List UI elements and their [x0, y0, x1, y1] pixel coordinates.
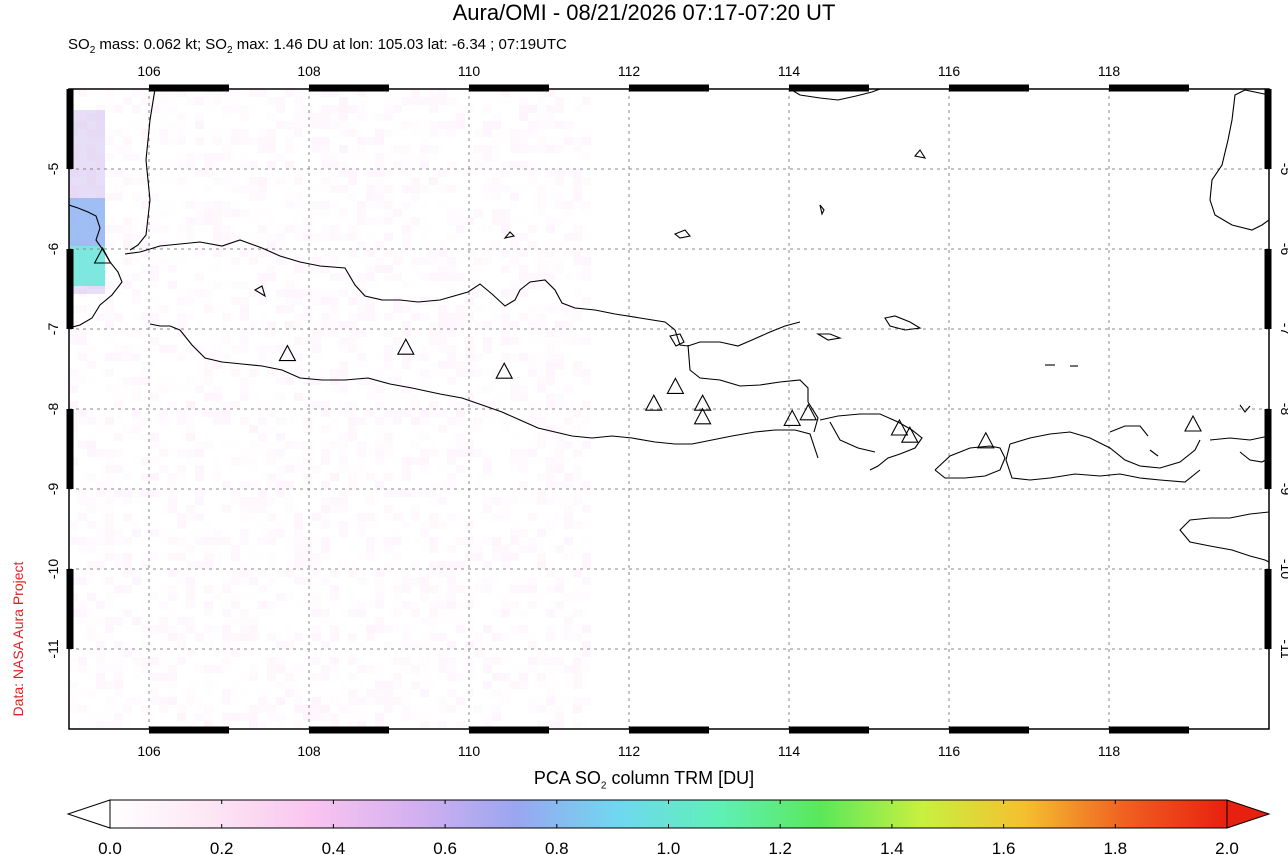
lat-tick-label-left: -8 [45, 403, 61, 416]
triangle-icon [1184, 414, 1202, 432]
border-segment [1109, 726, 1189, 734]
colorbar-tick-label: 1.2 [768, 839, 792, 855]
lon-tick-label-bottom: 112 [618, 743, 641, 759]
border-segment [949, 726, 1029, 734]
so2-field [69, 89, 591, 729]
lon-tick-label-top: 116 [938, 63, 961, 79]
border-segment [309, 726, 389, 734]
axis-tick-labels: 106 106 108 108 110 110 112 112 114 114 116 116 118 1… [45, 63, 1288, 759]
colorbar-tick-label: 0.6 [433, 839, 457, 855]
border-segment [1264, 249, 1272, 329]
gridlines [69, 89, 1269, 729]
colorbar-body [109, 799, 1228, 829]
border-segment [949, 84, 1029, 92]
lon-tick-label-bottom: 106 [137, 743, 161, 759]
volcano-markers [93, 246, 1202, 449]
border-segment [1264, 409, 1272, 489]
border-segment [309, 84, 389, 92]
colorbar-tick-label: 1.4 [880, 839, 904, 855]
lon-tick-label-bottom: 116 [938, 743, 961, 759]
border-segment [66, 89, 74, 169]
border-segment [629, 726, 709, 734]
border-segment [629, 84, 709, 92]
colorbar-tick-label: 1.6 [992, 839, 1016, 855]
border-segment [1264, 569, 1272, 649]
colorbar-tick-label: 1.8 [1103, 839, 1127, 855]
lat-tick-label-left: -11 [45, 639, 61, 658]
lat-tick-label-left: -5 [45, 163, 61, 176]
colorbar-title: PCA SO2 column TRM [DU] [533, 768, 755, 792]
lon-tick-label-top: 114 [778, 63, 801, 79]
lon-tick-label-bottom: 118 [1098, 743, 1121, 759]
lon-tick-label-top: 106 [137, 63, 161, 79]
border-segment [789, 84, 869, 92]
triangle-icon [93, 246, 112, 264]
lon-tick-label-top: 112 [618, 63, 641, 79]
border-segment [469, 726, 549, 734]
lon-tick-label-bottom: 114 [778, 743, 801, 759]
triangle-icon [666, 377, 685, 394]
lat-tick-label-right: -10 [1278, 559, 1288, 579]
border-segment [149, 84, 229, 92]
colorbar-ticks: 0.0 0.2 0.4 0.6 0.8 1.0 1.2 1.4 1.6 1.8 2.0 [98, 800, 1239, 855]
lat-tick-label-right: -5 [1278, 163, 1288, 176]
lat-tick-label-right: -9 [1278, 483, 1288, 496]
colorbar-tick-label: 0.8 [545, 839, 569, 855]
border-segment [469, 84, 549, 92]
lon-tick-label-top: 108 [297, 63, 321, 79]
colorbar-right-arrow [1226, 799, 1271, 829]
border-segment [149, 726, 229, 734]
lat-tick-label-right: -11 [1278, 639, 1288, 658]
lat-tick-label-left: -9 [45, 483, 61, 496]
lon-tick-label-bottom: 108 [297, 743, 321, 759]
triangle-icon [799, 403, 818, 421]
border-segment [1264, 89, 1272, 169]
triangle-icon [783, 409, 802, 426]
triangle-icon [644, 394, 663, 411]
map-subtitle: SO2 mass: 0.062 kt; SO2 max: 1.46 DU at … [68, 36, 567, 56]
border-segment [66, 409, 74, 489]
lon-tick-label-top: 110 [458, 63, 481, 79]
triangle-icon [495, 362, 514, 379]
colorbar-tick-label: 0.0 [98, 839, 122, 855]
lat-tick-label-left: -6 [45, 243, 61, 256]
coastlines [69, 89, 1269, 563]
border-segment [789, 726, 869, 734]
triangle-icon [890, 418, 909, 436]
border-segment [66, 249, 74, 329]
map-border-scale [66, 84, 1272, 734]
triangle-icon [278, 344, 297, 362]
lon-tick-label-top: 118 [1098, 63, 1121, 79]
colorbar: 0.0 0.2 0.4 0.6 0.8 1.0 1.2 1.4 1.6 1.8 2.0 [66, 799, 1271, 855]
lat-tick-label-left: -7 [45, 323, 61, 336]
triangle-icon [396, 338, 415, 355]
triangle-icon [900, 426, 919, 443]
triangle-icon [976, 431, 995, 449]
lon-tick-label-bottom: 110 [458, 743, 481, 759]
border-segment [66, 569, 74, 649]
triangle-icon [693, 407, 712, 425]
colorbar-tick-label: 1.0 [657, 839, 681, 855]
map-title: Aura/OMI - 08/21/2026 07:17-07:20 UT [452, 0, 836, 25]
lat-tick-label-right: -8 [1278, 403, 1288, 416]
colorbar-tick-label: 0.4 [322, 839, 346, 855]
colorbar-tick-label: 2.0 [1215, 839, 1239, 855]
colorbar-tick-label: 0.2 [210, 839, 234, 855]
border-segment [1109, 84, 1189, 92]
lat-tick-label-right: -7 [1278, 323, 1288, 336]
triangle-icon [693, 394, 712, 411]
lat-tick-label-right: -6 [1278, 243, 1288, 256]
lat-tick-label-left: -10 [45, 559, 61, 579]
colorbar-left-arrow [66, 799, 111, 829]
